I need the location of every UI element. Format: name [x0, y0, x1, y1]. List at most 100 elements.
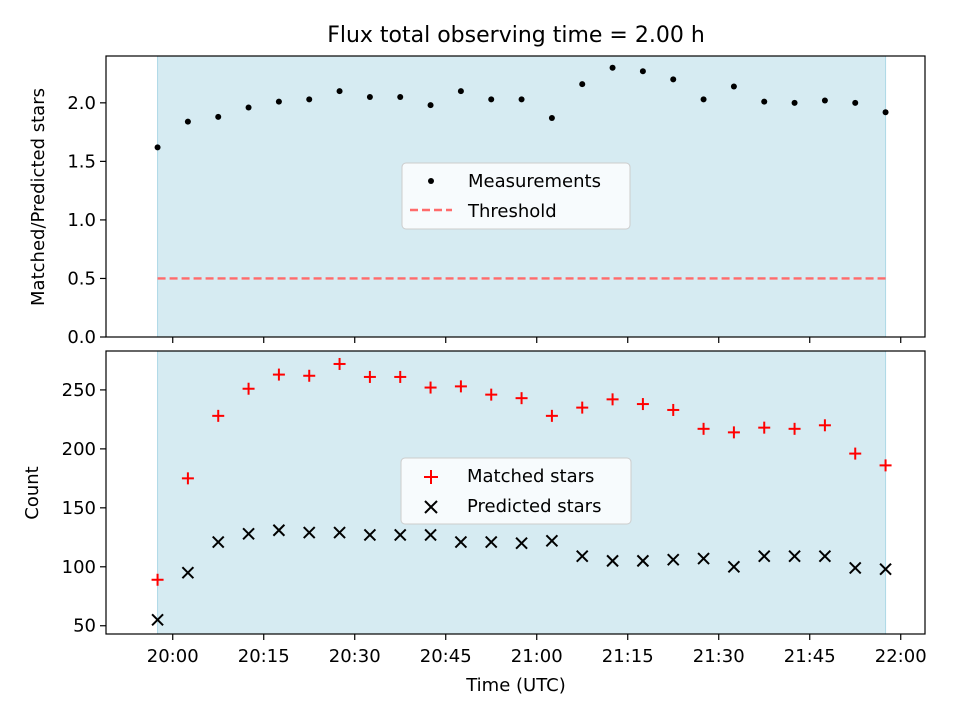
legend-matched-marker [424, 470, 438, 484]
predicted-point [303, 526, 316, 539]
y-tick-label: 250 [62, 380, 96, 401]
predicted-point [363, 528, 377, 542]
measurement-point [306, 96, 313, 103]
chart-title: Flux total observing time = 2.00 h [327, 23, 705, 48]
measurement-point [457, 88, 464, 95]
matched-point [545, 409, 558, 422]
predicted-point [879, 562, 892, 576]
legend-predicted-marker [424, 500, 438, 514]
legend-threshold-label: Threshold [467, 201, 557, 222]
x-tick-label: 20:00 [147, 646, 199, 667]
y-tick-label: 150 [62, 498, 96, 519]
ratio-y-axis: 0.0 0.5 1.0 1.5 2.0 [67, 93, 106, 348]
count-legend: Matched stars Predicted stars [400, 457, 632, 525]
x-tick-label: 20:45 [420, 646, 472, 667]
measurement-point [639, 68, 646, 75]
count-panel: 50 100 150 200 250 20:00 20:15 20:30 20:45 21:00… [22, 350, 927, 696]
predicted-point [667, 553, 680, 566]
matched-point [242, 382, 255, 395]
matched-point [454, 380, 467, 393]
measurement-point [548, 115, 555, 122]
measurement-point [427, 102, 434, 109]
x-tick-label: 20:15 [238, 646, 290, 667]
measurement-point [700, 96, 707, 103]
matched-point [849, 447, 862, 460]
legend-measurements-label: Measurements [468, 171, 601, 192]
measurement-point [336, 88, 343, 95]
matched-point [636, 398, 649, 411]
matched-point [363, 370, 376, 383]
ratio-marks [154, 64, 889, 280]
y-tick-label: 50 [73, 616, 96, 637]
y-tick-label: 0.0 [67, 327, 96, 348]
measurement-point [518, 96, 525, 103]
predicted-point [454, 535, 468, 549]
matched-point [181, 472, 194, 485]
matched-point [424, 381, 437, 394]
predicted-point [818, 549, 832, 563]
predicted-point [212, 535, 225, 549]
measurement-point [275, 98, 282, 105]
matched-point [879, 459, 892, 472]
predicted-point [485, 535, 498, 549]
legend-measurements-marker [428, 178, 434, 184]
ratio-legend: Measurements Threshold [401, 162, 631, 230]
legend-box [400, 457, 632, 525]
x-axis-label: Time (UTC) [465, 675, 566, 696]
predicted-point [272, 524, 286, 537]
matched-point [303, 369, 316, 382]
predicted-point [697, 552, 710, 565]
matched-point [515, 392, 528, 405]
matched-point [212, 409, 225, 422]
measurement-point [154, 144, 161, 151]
count-axes-frame [105, 350, 926, 635]
count-x-axis: 20:00 20:15 20:30 20:45 21:00 21:15 21:30 21:45… [147, 634, 927, 667]
predicted-point [727, 560, 741, 573]
ratio-y-label: Matched/Predicted stars [28, 88, 49, 306]
matched-point [606, 393, 619, 406]
measurement-point [821, 97, 828, 104]
matched-point [788, 422, 801, 435]
matched-point [151, 573, 164, 586]
measurement-point [852, 99, 859, 106]
y-tick-label: 100 [62, 557, 96, 578]
x-tick-label: 21:00 [511, 646, 563, 667]
legend-matched-label: Matched stars [467, 466, 594, 487]
predicted-point [606, 554, 619, 568]
matched-point [576, 401, 589, 414]
matched-point [818, 419, 831, 432]
matched-point [394, 370, 407, 383]
x-tick-label: 22:00 [875, 646, 927, 667]
predicted-point [515, 536, 528, 550]
legend-box [401, 162, 631, 230]
measurement-point [730, 83, 737, 90]
predicted-point [576, 549, 589, 563]
predicted-point [151, 613, 164, 627]
matched-point [667, 403, 680, 416]
y-tick-label: 1.0 [67, 210, 96, 231]
predicted-point [758, 549, 771, 563]
matched-point [333, 357, 346, 370]
measurement-point [215, 113, 222, 120]
measurement-point [245, 104, 252, 111]
measurement-point [609, 64, 616, 71]
predicted-point [424, 528, 437, 542]
measurement-point [670, 76, 677, 83]
predicted-point [545, 534, 559, 548]
measurement-point [761, 98, 768, 105]
predicted-point [394, 528, 407, 542]
matched-point [272, 368, 285, 381]
measurement-point [488, 96, 495, 103]
predicted-point [333, 526, 346, 539]
measurement-point [579, 81, 586, 88]
y-tick-label: 200 [62, 439, 96, 460]
count-y-label: Count [22, 466, 43, 519]
ratio-axes-frame [105, 55, 926, 338]
predicted-point [849, 561, 862, 575]
predicted-point [788, 549, 801, 563]
x-tick-label: 21:45 [784, 646, 836, 667]
matched-point [697, 422, 710, 435]
matched-point [727, 426, 740, 439]
y-tick-label: 0.5 [67, 268, 96, 289]
